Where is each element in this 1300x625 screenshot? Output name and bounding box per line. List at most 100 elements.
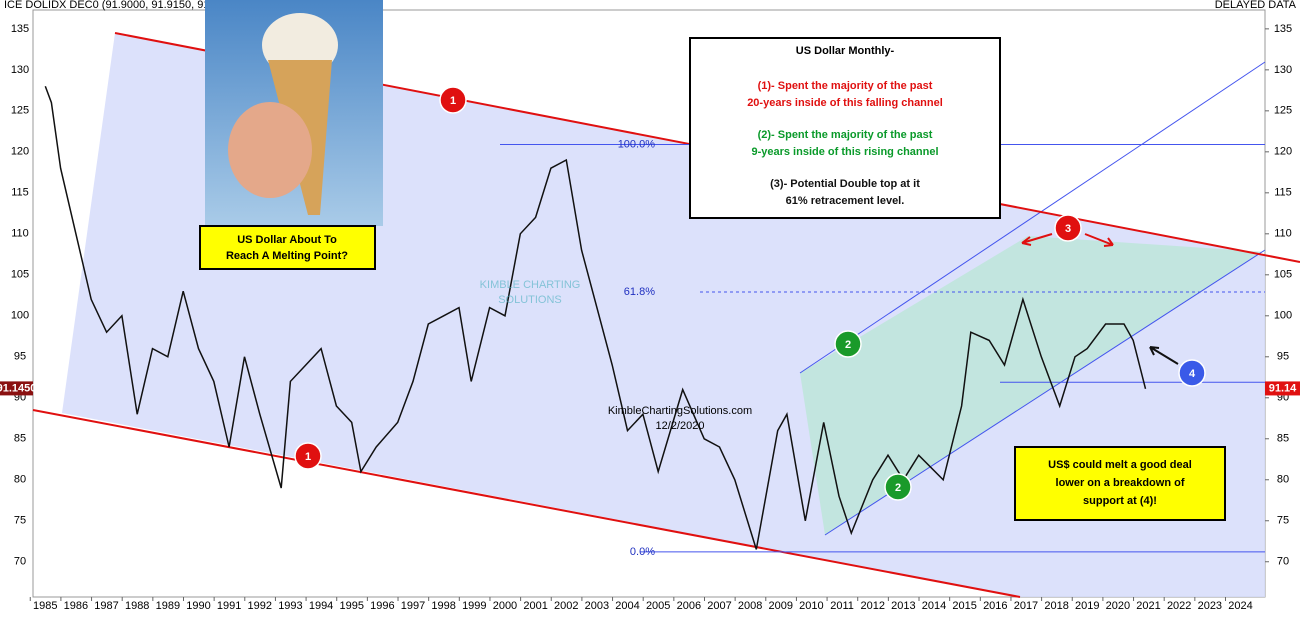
arrow — [1021, 233, 1053, 246]
x-tick-label: 2011 — [830, 600, 854, 612]
caption: Reach A Melting Point? — [226, 250, 348, 262]
x-tick-label: 2012 — [860, 600, 884, 612]
credit: 12/2/2020 — [656, 420, 705, 432]
y-tick-label: 115 — [11, 187, 29, 199]
note-line: 61% retracement level. — [786, 195, 905, 207]
y-tick-label: 125 — [11, 105, 29, 117]
watermark: KIMBLE CHARTING — [480, 279, 581, 291]
notes-box — [689, 37, 1001, 219]
x-tick-label: 1989 — [156, 600, 180, 612]
price-tag-label: 91.14 — [1269, 382, 1297, 394]
caption: US Dollar About To — [237, 234, 337, 246]
credit: KimbleChartingSolutions.com — [608, 405, 752, 417]
y-tick-label: 85 — [14, 433, 26, 445]
markers: 1 1 2 2 3 4 — [294, 86, 1206, 501]
arrow — [1149, 346, 1179, 365]
x-tick-label: 2006 — [677, 600, 701, 612]
marker-label: 2 — [895, 482, 901, 494]
x-tick-label: 2010 — [799, 600, 823, 612]
x-tick-label: 1994 — [309, 600, 333, 612]
x-tick-label: 2015 — [952, 600, 976, 612]
notes: (1)- Spent the majority of the past 20-ye… — [747, 80, 943, 207]
status: DELAYED DATA — [1215, 0, 1297, 11]
y-tick-label: 110 — [11, 228, 29, 240]
x-tick-label: 1998 — [431, 600, 455, 612]
notes-title: US Dollar Monthly- — [796, 45, 895, 57]
x-tick-label: 1993 — [278, 600, 302, 612]
callout: US$ could melt a good deal — [1048, 459, 1192, 471]
marker — [1178, 359, 1206, 387]
x-tick-label: 1985 — [33, 600, 57, 612]
y-tick-label: 70 — [14, 556, 26, 568]
x-tick-label: 2024 — [1228, 600, 1252, 612]
x-tick-label: 2005 — [646, 600, 670, 612]
y-tick-label: 70 — [1277, 556, 1289, 568]
x-tick-label: 2016 — [983, 600, 1007, 612]
caption-box — [199, 225, 376, 270]
y-tick-label: 105 — [11, 269, 29, 281]
x-tick-label: 1997 — [401, 600, 425, 612]
y-tick-label: 100 — [1274, 310, 1292, 322]
x-tick-label: 1996 — [370, 600, 394, 612]
y-tick-label: 100 — [11, 310, 29, 322]
marker — [439, 86, 467, 114]
y-tick-label: 135 — [11, 23, 29, 35]
x-tick-label: 1990 — [186, 600, 210, 612]
marker — [834, 330, 862, 358]
dynamic-layer — [29, 28, 1269, 601]
y-tick-label: 120 — [11, 146, 29, 158]
note-line: 9-years inside of this rising channel — [751, 146, 938, 158]
callout-box — [1014, 446, 1226, 521]
watermark: SOLUTIONS — [498, 294, 562, 306]
marker — [884, 473, 912, 501]
marker-label: 2 — [845, 339, 851, 351]
x-tick-label: 2019 — [1075, 600, 1099, 612]
x-tick-label: 1999 — [462, 600, 486, 612]
y-tick-label: 135 — [1274, 23, 1292, 35]
marker-label: 4 — [1189, 368, 1196, 380]
x-tick-label: 2007 — [707, 600, 731, 612]
callout: support at (4)! — [1083, 495, 1157, 507]
x-tick-label: 1988 — [125, 600, 149, 612]
price-tag — [0, 381, 33, 396]
x-tick-label: 2003 — [585, 600, 609, 612]
y-tick-label: 115 — [1274, 187, 1292, 199]
marker-label: 1 — [305, 451, 311, 463]
note-line: (3)- Potential Double top at it — [770, 178, 920, 190]
y-tick-label: 80 — [1277, 474, 1289, 486]
fib-label: 61.8% — [624, 286, 655, 298]
price-line — [44, 85, 1147, 550]
channel-upper — [799, 61, 1266, 374]
marker — [294, 442, 322, 470]
x-tick-label: 1995 — [339, 600, 363, 612]
x-tick-label: 2008 — [738, 600, 762, 612]
x-tick-label: 2000 — [493, 600, 517, 612]
x-tick-label: 2018 — [1044, 600, 1068, 612]
x-tick-label: 2014 — [922, 600, 946, 612]
price-tag — [1265, 381, 1300, 396]
y-tick-label: 105 — [1274, 269, 1292, 281]
note-line: (1)- Spent the majority of the past — [758, 80, 933, 92]
x-tick-label: 1991 — [217, 600, 241, 612]
x-tick-label: 1987 — [94, 600, 118, 612]
y-tick-label: 85 — [1277, 433, 1289, 445]
y-tick-label: 110 — [1274, 228, 1292, 240]
hand — [228, 102, 312, 198]
x-tick-label: 2020 — [1106, 600, 1130, 612]
price-tag-label: 91.1450 — [0, 382, 36, 394]
support-line — [32, 409, 1021, 598]
x-tick-label: 2002 — [554, 600, 578, 612]
note-line: (2)- Spent the majority of the past — [758, 129, 933, 141]
y-tick-label: 75 — [1277, 515, 1289, 527]
x-tick-label: 2004 — [615, 600, 639, 612]
y-tick-label: 130 — [1274, 64, 1292, 76]
x-tick-label: 1986 — [64, 600, 88, 612]
y-tick-label: 125 — [1274, 105, 1292, 117]
x-tick-label: 2001 — [523, 600, 547, 612]
symbol: ICE DOLIDX DEC0 (91.9000, 91.9150, 91.09… — [4, 0, 283, 11]
y-tick-label: 130 — [11, 64, 29, 76]
x-tick-label: 2023 — [1198, 600, 1222, 612]
fib-label: 0.0% — [630, 546, 655, 558]
